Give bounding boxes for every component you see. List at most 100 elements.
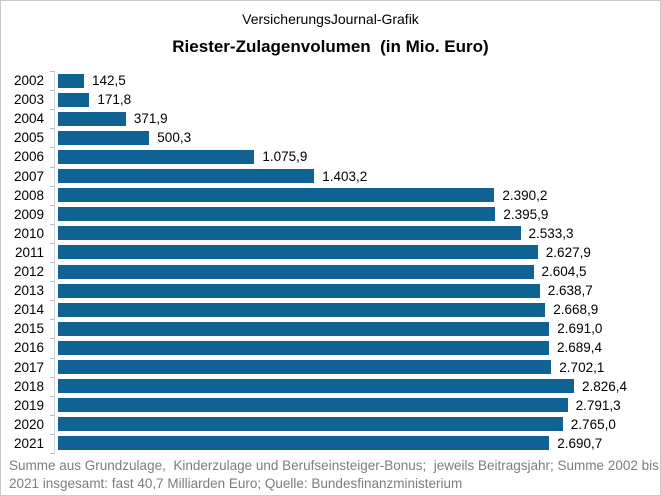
footnote-line: Summe aus Grundzulage, Kinderzulage und …: [9, 458, 659, 473]
chart-row: 2007 1.403,2: [1, 167, 660, 186]
value-label: 1.075,9: [262, 149, 308, 165]
axis-tick: [50, 71, 55, 72]
axis-tick: [50, 433, 55, 435]
axis-tick: [50, 376, 55, 378]
value-bar: [58, 130, 150, 145]
year-label: 2007: [13, 168, 44, 184]
chart-row: 2018 2.826,4: [1, 377, 660, 396]
plot-area: 2002 142,5 2003 171,8 2004 371,9 2005 500,3 2006…: [1, 71, 660, 454]
value-label: 2.791,3: [575, 397, 621, 413]
year-label: 2013: [13, 283, 44, 299]
year-label: 2019: [13, 397, 44, 413]
footnote-line: 2021 insgesamt: fast 40,7 Milliarden Eur…: [9, 475, 463, 491]
chart-row: 2012 2.604,5: [1, 262, 660, 281]
chart-row: 2008 2.390,2: [1, 186, 660, 205]
value-label: 2.533,3: [528, 225, 574, 241]
chart-row: 2011 2.627,9: [1, 243, 660, 262]
year-label: 2018: [13, 378, 44, 394]
value-label: 2.604,5: [541, 264, 587, 279]
chart-row: 2004 371,9: [1, 109, 660, 128]
value-label: 142,5: [92, 73, 126, 88]
axis-tick: [50, 223, 55, 225]
value-bar: [58, 379, 574, 394]
chart-title: Riester-Zulagenvolumen (in Mio. Euro): [172, 37, 489, 56]
value-label: 371,9: [133, 111, 168, 127]
chart-row: 2017 2.702,1: [1, 358, 660, 377]
year-label: 2017: [13, 359, 44, 375]
chart-row: 2016 2.689,4: [1, 338, 660, 357]
value-label: 2.690,7: [557, 435, 603, 451]
value-bar: [58, 264, 534, 279]
value-bar: [58, 111, 126, 126]
value-label: 2.691,0: [557, 321, 603, 337]
chart-row: 2010 2.533,3: [1, 224, 660, 243]
axis-tick: [50, 453, 55, 454]
chart-row: 2014 2.668,9: [1, 300, 660, 319]
value-label: 1.403,2: [322, 168, 368, 184]
axis-tick: [50, 242, 55, 244]
year-label: 2015: [13, 321, 44, 337]
axis-tick: [50, 185, 55, 187]
value-label: 2.826,4: [582, 378, 628, 394]
year-label: 2016: [13, 340, 44, 356]
chart-row: 2003 171,8: [1, 90, 660, 109]
value-label: 2.765,0: [570, 416, 616, 432]
value-bar: [58, 149, 255, 164]
value-label: 2.395,9: [503, 206, 549, 222]
year-label: 2020: [13, 416, 44, 432]
axis-tick: [50, 338, 55, 340]
value-bar: [58, 340, 549, 355]
chart-row: 2021 2.690,7: [1, 434, 660, 453]
year-label: 2008: [13, 187, 44, 203]
value-bar: [58, 188, 495, 203]
value-label: 2.689,4: [557, 340, 603, 356]
chart-row: 2005 500,3: [1, 128, 660, 147]
value-bar: [58, 169, 315, 183]
value-label: 2.390,2: [502, 187, 548, 203]
axis-tick: [50, 204, 55, 206]
value-label: 171,8: [97, 92, 132, 108]
year-label: 2003: [13, 92, 44, 108]
chart-row: 2006 1.075,9: [1, 147, 660, 166]
axis-tick: [50, 281, 55, 283]
axis-tick: [50, 90, 55, 92]
chart-row: 2019 2.791,3: [1, 396, 660, 415]
value-bar: [58, 207, 496, 222]
axis-tick: [50, 395, 55, 397]
value-label: 2.702,1: [559, 359, 605, 375]
axis-tick: [50, 357, 55, 359]
axis-tick: [50, 319, 55, 321]
brand-text: VersicherungsJournal-Grafik: [242, 11, 419, 27]
value-label: 500,3: [157, 130, 192, 146]
value-bar: [58, 398, 568, 413]
year-label: 2002: [13, 73, 44, 88]
chart-row: 2002 142,5: [1, 71, 660, 90]
year-label: 2009: [13, 206, 44, 222]
axis-tick: [50, 262, 55, 263]
value-label: 2.627,9: [545, 244, 591, 260]
year-label: 2010: [13, 225, 44, 241]
axis-tick: [50, 147, 55, 149]
value-bar: [58, 92, 90, 107]
value-label: 2.638,7: [547, 283, 593, 299]
year-label: 2014: [13, 302, 44, 318]
year-label: 2005: [13, 130, 44, 146]
year-label: 2004: [13, 111, 44, 127]
value-bar: [58, 226, 521, 241]
chart-row: 2015 2.691,0: [1, 319, 660, 338]
axis-tick: [50, 128, 55, 130]
footnote: Summe aus Grundzulage, Kinderzulage und …: [9, 457, 659, 492]
value-bar: [58, 73, 84, 88]
year-label: 2021: [13, 435, 44, 451]
chart-row: 2013 2.638,7: [1, 281, 660, 300]
year-label: 2012: [13, 264, 44, 279]
chart-row: 2009 2.395,9: [1, 205, 660, 224]
value-bar: [58, 283, 540, 298]
value-bar: [58, 302, 546, 317]
value-bar: [58, 417, 563, 432]
value-bar: [58, 436, 550, 451]
chart-row: 2020 2.765,0: [1, 415, 660, 434]
value-bar: [58, 360, 552, 374]
value-bar: [58, 321, 550, 336]
